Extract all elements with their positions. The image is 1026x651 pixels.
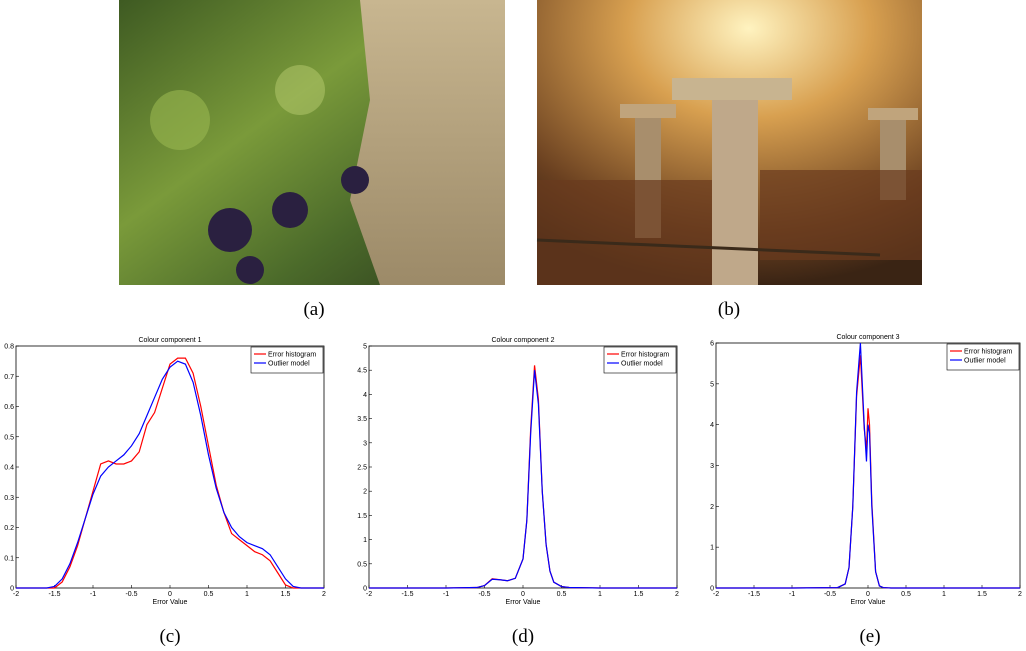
x-tick-label: -1.5 [48,591,60,598]
y-tick-label: 1 [363,537,367,544]
x-tick-label: 1.5 [281,591,291,598]
plot-frame [16,346,324,588]
x-tick-label: 0 [521,591,525,598]
y-tick-label: 1.5 [357,513,367,520]
x-tick-label: 0.5 [557,591,567,598]
x-axis-label: Error Value [153,599,188,606]
x-tick-label: 1 [245,591,249,598]
x-tick-label: 0.5 [901,591,911,598]
x-tick-label: -1 [789,591,795,598]
x-tick-label: 1 [942,591,946,598]
legend-label: Outlier model [621,361,663,368]
x-tick-label: 0.5 [204,591,214,598]
x-tick-label: -0.5 [824,591,836,598]
y-tick-label: 0.5 [4,434,14,441]
series-line [716,355,1020,588]
x-axis-label: Error Value [851,599,886,606]
figure: (a) (b) (c) (d) (e) -2-1.5-1-0.500.511.5… [0,0,1026,651]
chart-title: Colour component 3 [836,334,899,341]
x-tick-label: 1 [598,591,602,598]
x-tick-label: -1 [90,591,96,598]
x-tick-label: 2 [675,591,679,598]
y-tick-label: 1 [710,545,714,552]
legend-label: Error histogram [621,352,669,359]
x-tick-label: -1.5 [748,591,760,598]
y-tick-label: 0.4 [4,465,14,472]
y-tick-label: 0.5 [357,561,367,568]
y-tick-label: 2.5 [357,465,367,472]
y-tick-label: 5 [710,381,714,388]
y-tick-label: 0.7 [4,374,14,381]
plot-frame [716,343,1020,588]
y-tick-label: 0 [363,586,367,593]
x-tick-label: 0 [866,591,870,598]
legend-label: Outlier model [268,361,310,368]
series-line [16,361,324,588]
y-tick-label: 0.3 [4,495,14,502]
y-tick-label: 2 [710,504,714,511]
y-tick-label: 2 [363,489,367,496]
y-tick-label: 6 [710,341,714,348]
y-tick-label: 0 [710,586,714,593]
x-axis-label: Error Value [506,599,541,606]
x-tick-label: 0 [168,591,172,598]
y-tick-label: 3 [710,463,714,470]
caption: (a) [303,299,324,320]
y-tick-label: 0.8 [4,344,14,351]
y-tick-label: 0.2 [4,525,14,532]
x-tick-label: -1.5 [401,591,413,598]
y-tick-label: 3.5 [357,416,367,423]
x-tick-label: 1.5 [634,591,644,598]
y-tick-label: 4.5 [357,368,367,375]
x-tick-label: 2 [322,591,326,598]
caption: (e) [859,626,880,647]
series-line [716,343,1020,588]
photo-cellar [537,0,922,285]
y-tick-label: 0.6 [4,404,14,411]
y-tick-label: 4 [710,422,714,429]
caption: (d) [512,626,534,647]
y-tick-label: 4 [363,392,367,399]
y-tick-label: 5 [363,344,367,351]
y-tick-label: 3 [363,440,367,447]
x-tick-label: -0.5 [478,591,490,598]
series-line [369,370,677,588]
x-tick-label: -1 [443,591,449,598]
y-tick-label: 0 [10,586,14,593]
x-tick-label: 2 [1018,591,1022,598]
legend-label: Error histogram [268,352,316,359]
caption: (c) [159,626,180,647]
chart-title: Colour component 1 [138,337,201,344]
y-tick-label: 0.1 [4,555,14,562]
x-tick-label: -0.5 [125,591,137,598]
legend-label: Error histogram [964,349,1012,356]
series-line [16,358,324,588]
photo-vineyard [119,0,505,285]
chart-title: Colour component 2 [491,337,554,344]
x-tick-label: 1.5 [977,591,987,598]
legend-label: Outlier model [964,358,1006,365]
plot-frame [369,346,677,588]
caption: (b) [718,299,740,320]
